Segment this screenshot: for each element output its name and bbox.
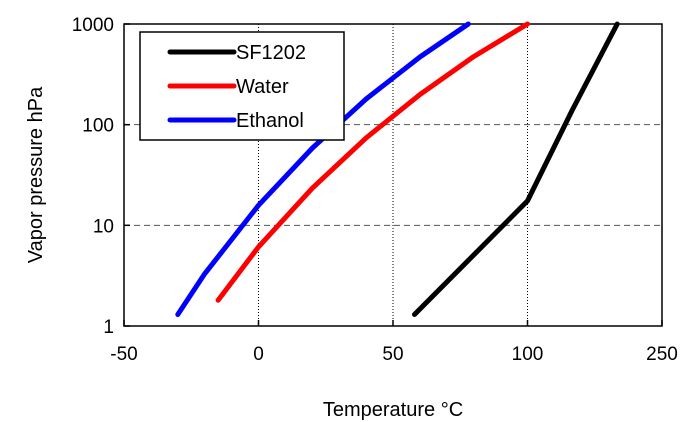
x-axis-title: Temperature °C (323, 399, 463, 421)
y-tick-label: 1 (103, 317, 114, 338)
x-tick-label: 100 (512, 344, 544, 365)
y-tick-label: 1000 (72, 15, 114, 36)
legend-label: SF1202 (236, 42, 306, 64)
series-line-water (215, 21, 530, 303)
series-line-ethanol (175, 21, 471, 317)
series-lines (175, 21, 620, 317)
x-tick-label: 50 (382, 344, 403, 365)
tick-labels: -50 0 50 100 250 1 10 100 1000 (72, 15, 678, 365)
x-tick-label: 0 (253, 344, 264, 365)
axis-ticks (123, 23, 663, 327)
legend: SF1202 Water Ethanol (139, 31, 345, 141)
y-axis-title: Vapor pressure hPa (25, 86, 47, 263)
x-tick-label: 250 (646, 344, 678, 365)
grid-lines (124, 24, 662, 326)
legend-label: Water (236, 76, 289, 98)
series-line-sf1202 (412, 21, 620, 317)
y-tick-label: 100 (82, 116, 114, 137)
legend-label: Ethanol (236, 110, 304, 132)
y-tick-label: 10 (93, 216, 114, 237)
x-tick-label: -50 (110, 344, 137, 365)
